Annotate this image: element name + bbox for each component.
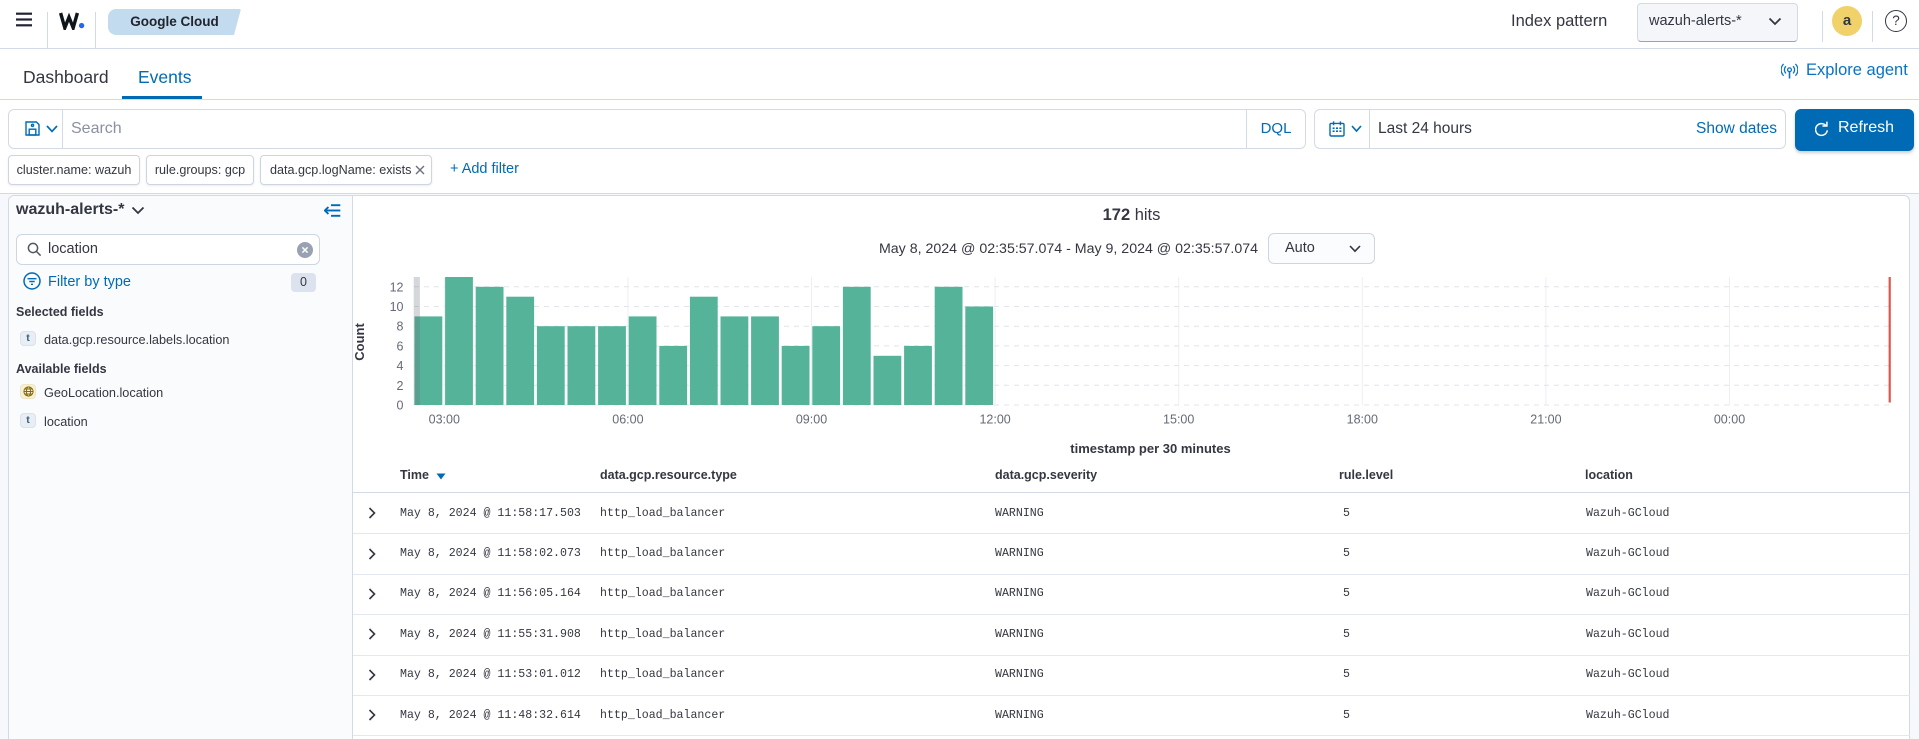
svg-text:Count: Count	[353, 323, 367, 361]
svg-text:00:00: 00:00	[1714, 413, 1745, 427]
svg-text:15:00: 15:00	[1163, 413, 1194, 427]
svg-text:12: 12	[390, 280, 404, 294]
svg-text:0: 0	[397, 399, 404, 413]
svg-text:06:00: 06:00	[612, 413, 643, 427]
svg-text:12:00: 12:00	[979, 413, 1010, 427]
svg-text:21:00: 21:00	[1530, 413, 1561, 427]
svg-text:6: 6	[397, 339, 404, 353]
svg-text:18:00: 18:00	[1347, 413, 1378, 427]
svg-text:09:00: 09:00	[796, 413, 827, 427]
svg-text:8: 8	[397, 320, 404, 334]
svg-text:10: 10	[390, 300, 404, 314]
svg-text:2: 2	[397, 379, 404, 393]
svg-text:03:00: 03:00	[429, 413, 460, 427]
svg-text:4: 4	[397, 359, 404, 373]
